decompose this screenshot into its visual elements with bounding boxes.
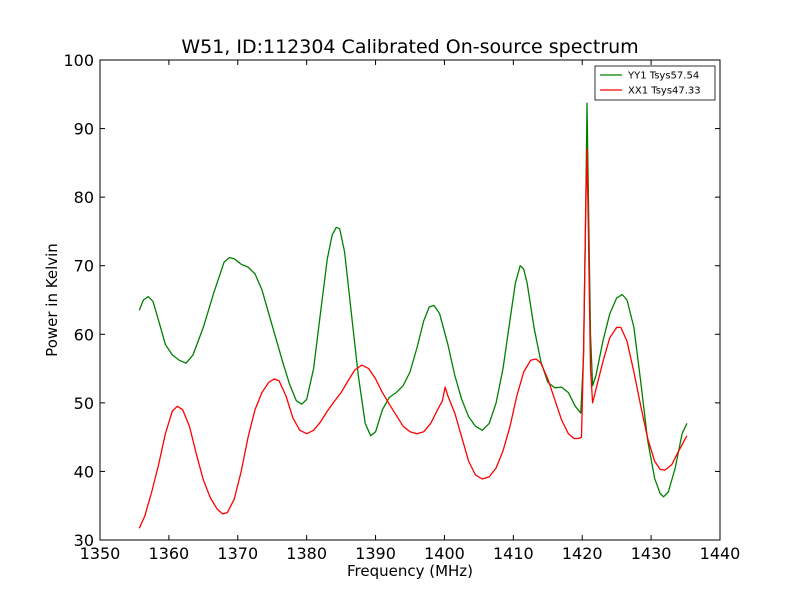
y-tick-label: 40 [74, 462, 94, 481]
y-tick-label: 80 [74, 188, 94, 207]
y-tick-label: 50 [74, 394, 94, 413]
series-line-xx1 [138, 148, 688, 529]
x-tick-label: 1370 [217, 544, 258, 563]
x-tick-label: 1380 [286, 544, 327, 563]
x-axis-label: Frequency (MHz) [347, 562, 473, 580]
legend: YY1 Tsys57.54 XX1 Tsys47.33 [594, 65, 716, 101]
x-tick-label: 1360 [149, 544, 190, 563]
x-tick-label: 1420 [562, 544, 603, 563]
legend-box [594, 65, 716, 101]
y-tick-label: 90 [74, 120, 94, 139]
x-tick-label: 1400 [424, 544, 465, 563]
series-line-yy1 [138, 102, 688, 498]
plot-frame [99, 59, 721, 541]
x-tick-label: 1440 [700, 544, 741, 563]
axis-ticks: 1350 1360 1370 1380 1390 1400 1410 1420 1430 1440… [63, 51, 740, 563]
y-tick-label: 60 [74, 325, 94, 344]
legend-label-xx1: XX1 Tsys47.33 [628, 86, 701, 97]
y-axis-label: Power in Kelvin [43, 243, 61, 357]
x-tick-label: 1350 [80, 544, 121, 563]
legend-label-yy1: YY1 Tsys57.54 [627, 71, 699, 82]
x-tick-label: 1430 [631, 544, 672, 563]
x-tick-label: 1390 [355, 544, 396, 563]
series-lines [138, 102, 688, 529]
y-tick-label: 70 [74, 257, 94, 276]
x-tick-label: 1410 [493, 544, 534, 563]
chart-title: W51, ID:112304 Calibrated On-source spec… [181, 36, 638, 58]
y-tick-label: 100 [63, 51, 94, 70]
y-tick-label: 30 [74, 531, 94, 550]
